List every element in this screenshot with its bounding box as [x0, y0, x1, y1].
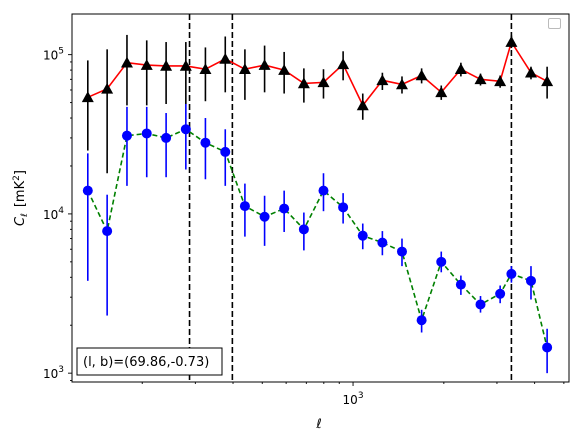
series-0-point-22: [505, 36, 518, 47]
series-1-point-22: [506, 268, 517, 279]
series-1-point-4: [161, 132, 172, 143]
y-axis-label-group: Cℓ [mK2]: [12, 170, 30, 226]
x-tick-label-0: 103: [343, 391, 364, 407]
series-1-point-18: [436, 256, 447, 267]
annotation-text: (l, b)=(69.86,-0.73): [83, 355, 209, 370]
series-0-point-15: [376, 74, 389, 86]
series-0-point-6: [199, 63, 212, 75]
series-0-point-1: [101, 82, 114, 94]
series-0-point-8: [238, 63, 251, 75]
y-axis-label: Cℓ [mK2]: [12, 170, 30, 226]
series-0-point-10: [278, 64, 291, 75]
series-1-point-9: [259, 211, 270, 222]
series-0-point-23: [524, 66, 537, 78]
series-1: [82, 103, 553, 374]
x-axis-label: ℓ: [315, 417, 321, 432]
y-tick-label-1: 104: [43, 206, 64, 222]
series-1-point-10: [279, 203, 290, 214]
series-1-point-1: [102, 226, 113, 237]
series-1-point-0: [82, 185, 93, 196]
annotation-value: (l, b)=(69.86,-0.73): [83, 355, 209, 370]
series-0-point-12: [317, 76, 330, 88]
series-1-point-11: [298, 224, 309, 235]
series-1-point-12: [318, 185, 329, 196]
series-1-point-24: [542, 342, 553, 353]
series-0-point-24: [541, 75, 554, 87]
plot-frame: [71, 13, 570, 383]
series-1-point-13: [338, 202, 349, 213]
series-0-point-2: [120, 56, 133, 68]
series-0-point-21: [494, 75, 507, 87]
y-axis-label-unit-sup: 2: [12, 175, 22, 181]
legend-box: [548, 18, 561, 29]
series-0: [81, 34, 554, 174]
y-axis-label-unit-close: ]: [13, 170, 28, 175]
y-tick-label-2: 105: [43, 47, 64, 63]
series-0-point-13: [337, 58, 350, 70]
y-tick-label-0: 103: [43, 365, 64, 381]
series-1-point-2: [121, 130, 132, 141]
series-0-point-16: [395, 78, 408, 90]
y-axis-label-main: C: [13, 216, 28, 226]
series-0-point-3: [140, 59, 153, 70]
plot-layer: [81, 14, 554, 382]
series-0-point-5: [179, 59, 192, 71]
series-1-point-3: [141, 128, 152, 139]
series-1-point-14: [357, 230, 368, 241]
series-0-point-17: [415, 69, 428, 81]
series-1-point-19: [455, 279, 466, 290]
series-1-point-8: [239, 201, 250, 212]
series-1-point-16: [396, 246, 407, 257]
series-0-point-0: [81, 91, 94, 103]
series-1-point-7: [220, 146, 231, 157]
series-1-point-21: [495, 288, 506, 299]
series-0-point-18: [435, 86, 448, 98]
series-0-point-7: [219, 52, 232, 64]
series-0-point-11: [297, 77, 310, 89]
series-1-point-20: [475, 299, 486, 310]
annotation-box: [76, 347, 223, 376]
y-axis-label-unit: [mK: [13, 180, 28, 207]
series-1-point-17: [416, 315, 427, 326]
series-0-point-9: [258, 59, 271, 70]
series-1-point-15: [377, 237, 388, 248]
series-1-point-5: [180, 124, 191, 135]
series-1-point-6: [200, 137, 211, 148]
axis-layer: 103 104 105 103: [43, 47, 565, 407]
series-0-point-20: [474, 73, 487, 85]
y-axis-label-sub: ℓ: [20, 213, 30, 218]
series-1-point-23: [525, 275, 536, 286]
series-0-point-4: [160, 59, 173, 71]
series-0-point-14: [356, 99, 369, 111]
series-0-point-19: [454, 63, 467, 75]
